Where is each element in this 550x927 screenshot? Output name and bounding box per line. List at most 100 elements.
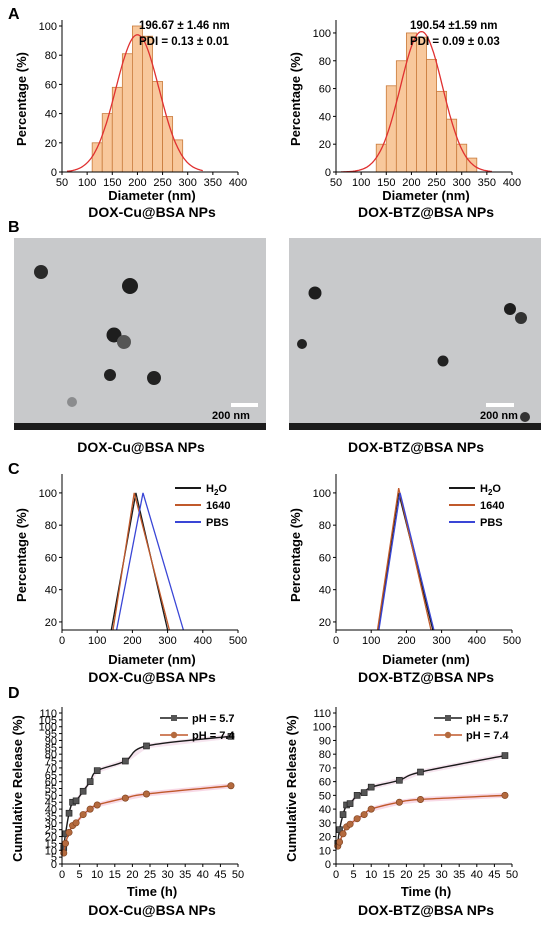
data-point bbox=[360, 789, 368, 796]
y-tick-label: 100 bbox=[313, 488, 331, 500]
y-tick-label: 110 bbox=[39, 708, 57, 720]
histogram-bar bbox=[111, 86, 123, 173]
nanoparticle bbox=[504, 303, 516, 315]
nanoparticle bbox=[104, 369, 116, 381]
histogram-bar bbox=[162, 116, 174, 173]
data-point bbox=[62, 839, 70, 847]
tem-info-bar bbox=[289, 423, 541, 430]
histogram-bar bbox=[446, 118, 458, 173]
y-tick-label: 60 bbox=[319, 84, 331, 96]
size-annotation: PDI = 0.13 ± 0.01 bbox=[139, 36, 229, 48]
y-tick-label: 20 bbox=[45, 138, 57, 150]
x-tick-label: 300 bbox=[432, 635, 450, 647]
y-tick-label: 0 bbox=[325, 859, 331, 871]
x-tick-label: 5 bbox=[351, 869, 357, 881]
legend-marker bbox=[444, 731, 452, 739]
y-tick-label: 90 bbox=[319, 735, 331, 747]
y-tick-label: 100 bbox=[39, 722, 57, 734]
x-tick-label: 30 bbox=[435, 869, 447, 881]
panel-label-a: A bbox=[8, 6, 20, 23]
tem-title-btz: DOX-BTZ@BSA NPs bbox=[348, 439, 484, 455]
y-tick-label: 20 bbox=[45, 832, 57, 844]
histogram-bar bbox=[142, 35, 153, 173]
x-tick-label: 25 bbox=[144, 869, 156, 881]
x-tick-label: 400 bbox=[194, 635, 212, 647]
tem-info-bar bbox=[14, 423, 266, 430]
data-point bbox=[143, 742, 150, 750]
y-tick-label: 0 bbox=[51, 859, 57, 871]
legend-label: pH = 7.4 bbox=[192, 730, 235, 742]
chart-title: DOX-Cu@BSA NPs bbox=[88, 669, 216, 685]
gaussian-fit-line bbox=[341, 30, 492, 173]
nanoparticle bbox=[122, 278, 138, 294]
nanoparticle bbox=[515, 312, 527, 324]
x-tick-label: 15 bbox=[109, 869, 121, 881]
chart-1: 196.67 ± 1.46 nm PDI = 0.13 ± 0.01 50 100 15… bbox=[14, 20, 247, 220]
y-axis-label: Percentage (%) bbox=[14, 508, 29, 602]
data-point bbox=[339, 830, 347, 838]
gaussian-fit-line bbox=[66, 34, 203, 172]
data-point bbox=[396, 776, 403, 784]
x-tick-label: 100 bbox=[88, 635, 106, 647]
x-tick-label: 25 bbox=[418, 869, 430, 881]
chart-title: DOX-Cu@BSA NPs bbox=[88, 204, 216, 220]
y-tick-label: 80 bbox=[319, 749, 331, 761]
histogram-bar bbox=[385, 85, 397, 173]
x-tick-label: 20 bbox=[400, 869, 412, 881]
series-line-pbs bbox=[115, 492, 185, 631]
y-tick-label: 110 bbox=[313, 708, 331, 720]
data-point bbox=[336, 826, 343, 833]
data-point bbox=[79, 787, 87, 795]
x-axis-label: Diameter (nm) bbox=[108, 188, 195, 203]
series-line-1640 bbox=[112, 492, 171, 631]
x-tick-label: 30 bbox=[161, 869, 173, 881]
scale-bar-label: 200 nm bbox=[480, 410, 518, 422]
y-tick-label: 5 bbox=[51, 852, 57, 864]
tem-image-btz: 200 nm bbox=[289, 238, 541, 430]
x-tick-label: 400 bbox=[503, 177, 521, 189]
legend-label: 1640 bbox=[206, 500, 230, 512]
y-tick-label: 50 bbox=[45, 790, 57, 802]
y-tick-label: 40 bbox=[45, 585, 57, 597]
x-tick-label: 300 bbox=[179, 177, 197, 189]
y-tick-label: 55 bbox=[45, 784, 57, 796]
panel-label-b: B bbox=[8, 219, 20, 236]
x-tick-label: 10 bbox=[365, 869, 377, 881]
x-tick-label: 200 bbox=[128, 177, 146, 189]
y-tick-label: 85 bbox=[45, 742, 57, 754]
legend-label: pH = 5.7 bbox=[466, 713, 509, 725]
tem-background bbox=[289, 238, 541, 430]
histogram-bar bbox=[172, 139, 184, 173]
y-tick-label: 105 bbox=[39, 715, 57, 727]
x-tick-label: 0 bbox=[59, 869, 65, 881]
size-annotation: 196.67 ± 1.46 nm bbox=[139, 20, 230, 32]
x-tick-label: 300 bbox=[158, 635, 176, 647]
nanoparticle bbox=[308, 286, 322, 300]
data-point bbox=[416, 795, 424, 803]
x-tick-label: 500 bbox=[503, 635, 521, 647]
y-tick-label: 35 bbox=[45, 811, 57, 823]
tem-background bbox=[14, 238, 266, 430]
x-tick-label: 250 bbox=[153, 177, 171, 189]
data-point bbox=[65, 809, 73, 817]
y-tick-label: 40 bbox=[319, 804, 331, 816]
x-tick-label: 300 bbox=[453, 177, 471, 189]
data-point bbox=[501, 752, 509, 759]
y-tick-label: 100 bbox=[39, 21, 57, 33]
panel-label-d: D bbox=[8, 685, 20, 702]
scale-bar-label: 200 nm bbox=[212, 410, 250, 422]
data-point bbox=[121, 794, 129, 802]
nanoparticle bbox=[34, 265, 48, 279]
y-tick-label: 20 bbox=[319, 617, 331, 629]
y-tick-label: 60 bbox=[319, 777, 331, 789]
x-tick-label: 400 bbox=[468, 635, 486, 647]
x-tick-label: 40 bbox=[471, 869, 483, 881]
x-tick-label: 0 bbox=[333, 635, 339, 647]
y-tick-label: 70 bbox=[45, 763, 57, 775]
x-tick-label: 15 bbox=[383, 869, 395, 881]
legend-label: 1640 bbox=[480, 500, 504, 512]
x-tick-label: 10 bbox=[91, 869, 103, 881]
data-point bbox=[227, 733, 235, 740]
y-tick-label: 45 bbox=[45, 797, 57, 809]
